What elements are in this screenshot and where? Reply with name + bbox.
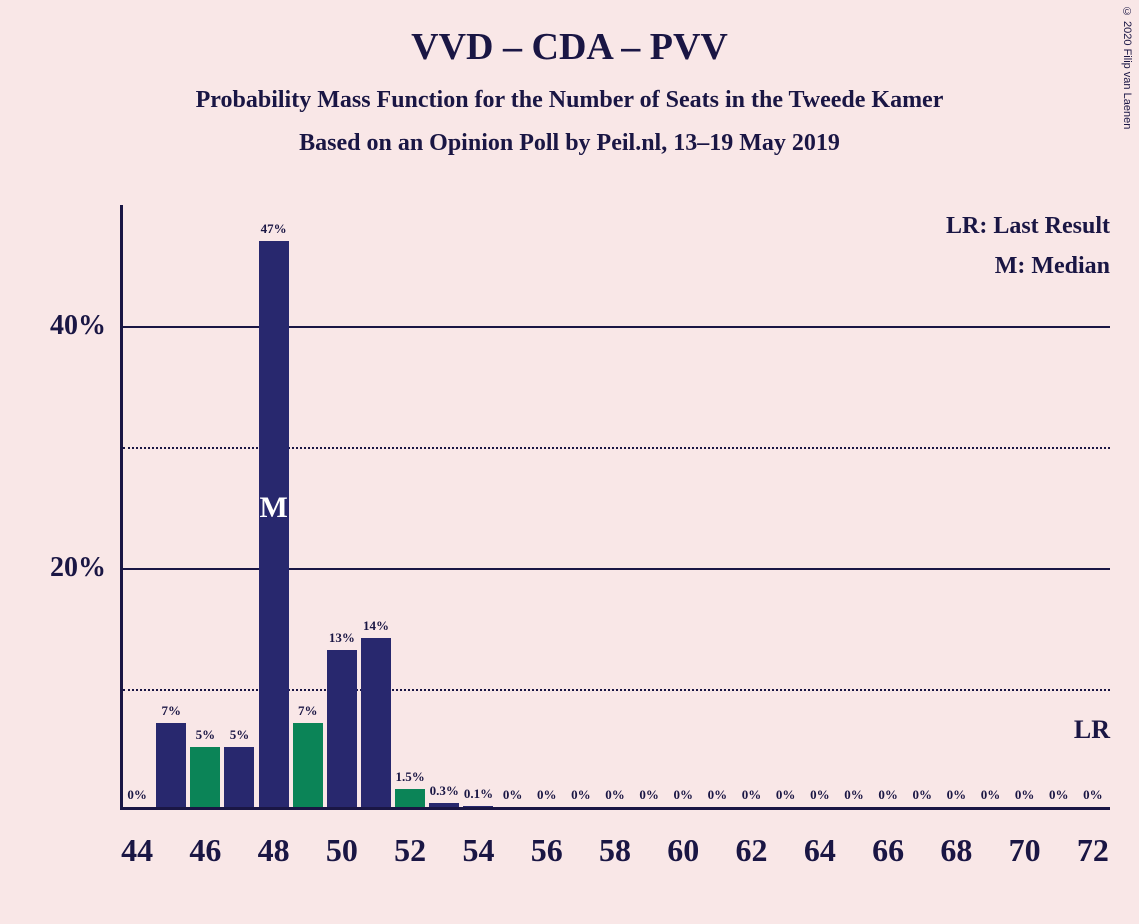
median-marker: M (259, 491, 287, 525)
bar-value-label: 0% (912, 787, 932, 803)
chart-container: VVD – CDA – PVV Probability Mass Functio… (0, 0, 1139, 924)
bar-value-label: 14% (363, 618, 389, 634)
bar-value-label: 0% (878, 787, 898, 803)
bar-value-label: 0% (537, 787, 557, 803)
x-tick-label: 72 (1077, 832, 1109, 869)
bar-value-label: 0% (1049, 787, 1069, 803)
bar-value-label: 0.3% (430, 783, 459, 799)
x-tick-label: 70 (1009, 832, 1041, 869)
last-result-marker: LR (1074, 715, 1110, 745)
bar-value-label: 0.1% (464, 786, 493, 802)
bar: 14% (361, 638, 391, 807)
bar-value-label: 0% (571, 787, 591, 803)
x-tick-label: 58 (599, 832, 631, 869)
bar-value-label: 5% (230, 727, 250, 743)
bar: 1.5% (395, 789, 425, 807)
bar-value-label: 1.5% (396, 769, 425, 785)
bar-value-label: 0% (674, 787, 694, 803)
bar: 7% (156, 723, 186, 807)
y-axis (120, 205, 123, 810)
x-axis (120, 807, 1110, 810)
bar-value-label: 0% (1015, 787, 1035, 803)
bar: 13% (327, 650, 357, 807)
x-tick-label: 44 (121, 832, 153, 869)
bar-value-label: 0% (776, 787, 796, 803)
x-tick-label: 50 (326, 832, 358, 869)
bar-value-label: 5% (196, 727, 216, 743)
y-tick-label: 20% (50, 552, 106, 584)
chart-subtitle-1: Probability Mass Function for the Number… (0, 87, 1139, 114)
bar-value-label: 0% (844, 787, 864, 803)
chart-subtitle-2: Based on an Opinion Poll by Peil.nl, 13–… (0, 130, 1139, 157)
bar: 0.3% (429, 803, 459, 807)
bar-value-label: 0% (810, 787, 830, 803)
x-tick-label: 60 (667, 832, 699, 869)
bar-value-label: 13% (329, 630, 355, 646)
x-tick-label: 48 (258, 832, 290, 869)
x-tick-label: 68 (940, 832, 972, 869)
legend-m: M: Median (995, 253, 1110, 280)
bar-value-label: 0% (605, 787, 625, 803)
bar-value-label: 0% (947, 787, 967, 803)
bar-value-label: 0% (708, 787, 728, 803)
bar: 5% (224, 747, 254, 807)
x-tick-label: 66 (872, 832, 904, 869)
y-tick-label: 40% (50, 310, 106, 342)
copyright-text: © 2020 Filip van Laenen (1121, 6, 1133, 129)
bar-value-label: 0% (742, 787, 762, 803)
x-tick-label: 56 (531, 832, 563, 869)
bar-value-label: 7% (298, 703, 318, 719)
bar: 7% (293, 723, 323, 807)
bar-value-label: 47% (261, 221, 287, 237)
legend-lr: LR: Last Result (946, 213, 1110, 240)
bar-value-label: 0% (1083, 787, 1103, 803)
bar-value-label: 0% (981, 787, 1001, 803)
chart-title: VVD – CDA – PVV (0, 0, 1139, 69)
bar: 5% (190, 747, 220, 807)
x-tick-label: 52 (394, 832, 426, 869)
bar: 0.1% (463, 806, 493, 807)
x-tick-label: 64 (804, 832, 836, 869)
bar-value-label: 0% (639, 787, 659, 803)
plot-area: LR: Last Result M: Median 0%7%5%5%47%M7%… (120, 205, 1110, 810)
bar-value-label: 0% (127, 787, 147, 803)
x-tick-label: 62 (736, 832, 768, 869)
bar: 47%M (259, 241, 289, 807)
x-tick-label: 46 (189, 832, 221, 869)
x-tick-label: 54 (462, 832, 494, 869)
bar-value-label: 7% (161, 703, 181, 719)
bar-value-label: 0% (503, 787, 523, 803)
